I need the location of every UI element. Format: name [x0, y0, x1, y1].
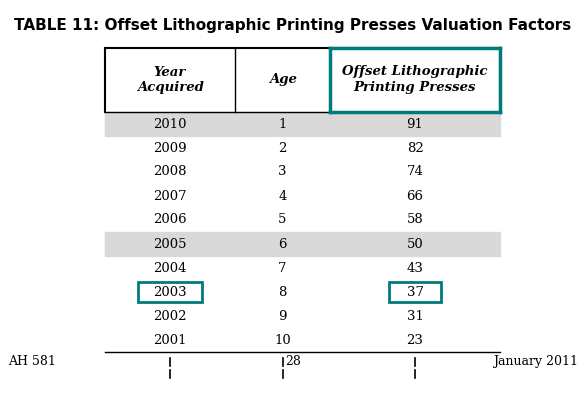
Text: 2003: 2003: [153, 285, 187, 299]
Text: 4: 4: [278, 189, 287, 202]
Text: 2007: 2007: [153, 189, 187, 202]
Text: 2009: 2009: [153, 141, 187, 154]
Text: 37: 37: [407, 285, 424, 299]
Text: 3: 3: [278, 165, 287, 178]
Text: TABLE 11: Offset Lithographic Printing Presses Valuation Factors: TABLE 11: Offset Lithographic Printing P…: [15, 18, 571, 33]
Text: 8: 8: [278, 285, 287, 299]
Text: 9: 9: [278, 310, 287, 323]
Text: 74: 74: [407, 165, 424, 178]
Bar: [105, 112, 500, 136]
Text: 2008: 2008: [154, 165, 187, 178]
Text: Offset Lithographic
Printing Presses: Offset Lithographic Printing Presses: [342, 66, 488, 94]
Text: AH 581: AH 581: [8, 355, 56, 368]
Text: 2005: 2005: [154, 237, 187, 250]
Text: Age: Age: [268, 73, 297, 86]
Text: 28: 28: [285, 355, 301, 368]
Bar: [389, 282, 441, 302]
Text: 2001: 2001: [154, 334, 187, 347]
Text: 50: 50: [407, 237, 423, 250]
Text: 7: 7: [278, 261, 287, 274]
Text: 2002: 2002: [154, 310, 187, 323]
Text: 2006: 2006: [153, 213, 187, 226]
Text: Year
Acquired: Year Acquired: [137, 66, 203, 94]
Text: 58: 58: [407, 213, 423, 226]
Bar: [105, 232, 500, 256]
Text: 43: 43: [407, 261, 424, 274]
Text: 10: 10: [274, 334, 291, 347]
Text: 23: 23: [407, 334, 424, 347]
Bar: [138, 282, 202, 302]
Text: 2004: 2004: [154, 261, 187, 274]
Text: 5: 5: [278, 213, 287, 226]
Text: 66: 66: [407, 189, 424, 202]
Text: 82: 82: [407, 141, 423, 154]
Text: January 2011: January 2011: [493, 355, 578, 368]
Text: 1: 1: [278, 118, 287, 130]
Text: 2: 2: [278, 141, 287, 154]
Text: 91: 91: [407, 118, 424, 130]
Text: 2010: 2010: [154, 118, 187, 130]
Text: 6: 6: [278, 237, 287, 250]
Text: 31: 31: [407, 310, 424, 323]
